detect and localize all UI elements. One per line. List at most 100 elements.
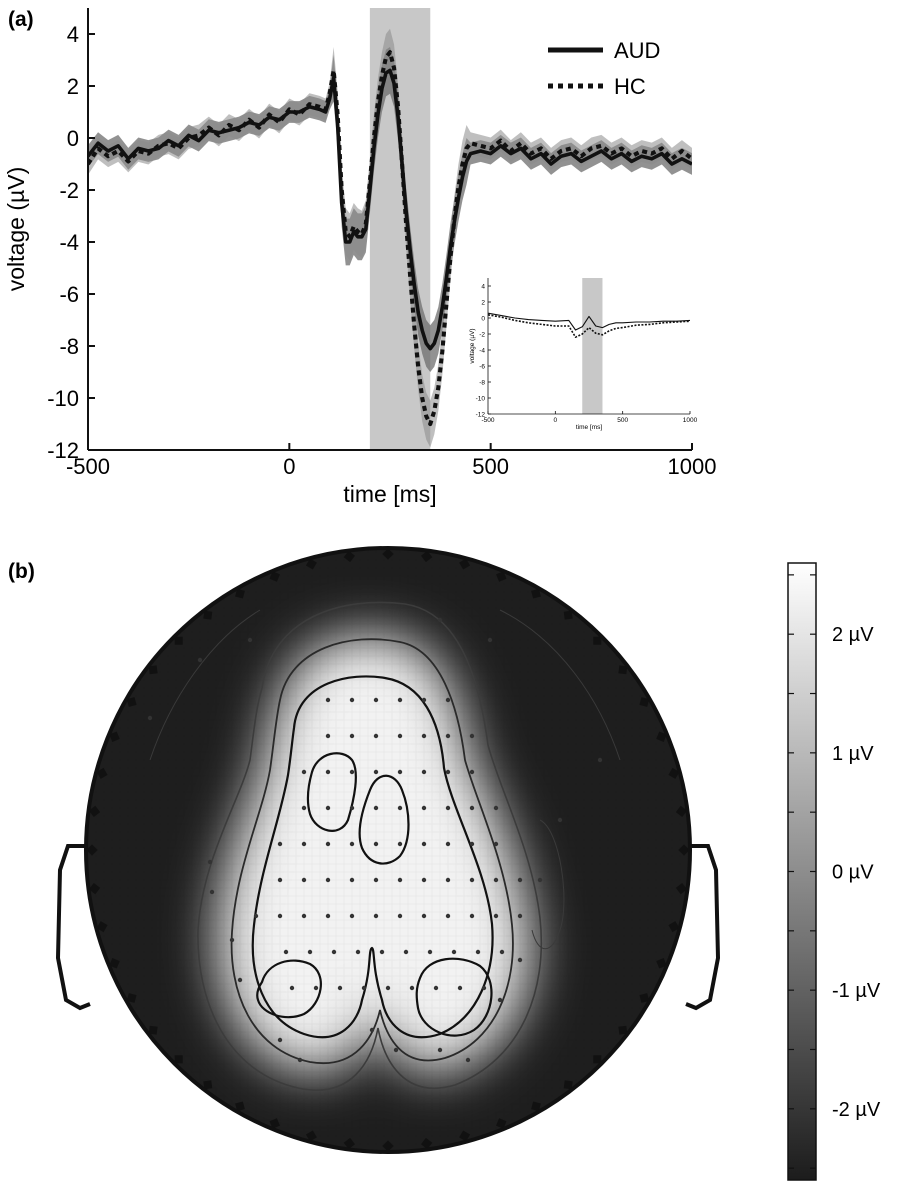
y-axis-label: voltage (µV) [3, 167, 29, 291]
electrode-dot [373, 913, 379, 919]
electrode-dot [325, 877, 331, 883]
electrode-dot [445, 877, 451, 883]
electrode-dot [349, 769, 355, 775]
electrode-dot [349, 697, 355, 703]
head-left-ear [55, 844, 91, 1011]
electrode-dot [301, 913, 307, 919]
tick-labels: -500 0 500 1000 4 2 0 -2 -4 -6 -8 -10 -12 [47, 22, 716, 479]
head-edge-marker [459, 1130, 471, 1142]
electrode-dot [247, 637, 253, 643]
x-tick-label: 1000 [683, 417, 698, 424]
head-edge-marker [235, 1101, 245, 1112]
electrode-dot [397, 733, 403, 739]
electrode-dot [427, 949, 433, 955]
y-tick-label: -10 [476, 396, 486, 403]
electrode-dot [497, 997, 503, 1003]
y-tick-label: 4 [67, 22, 79, 47]
electrode-dot [493, 841, 499, 847]
panel-a-label: (a) [8, 8, 34, 31]
electrode-dot [493, 805, 499, 811]
colorbar-tick-label: -1 µV [832, 980, 881, 1002]
colorbar-tick-label: 1 µV [832, 743, 874, 765]
head-edge-marker [639, 993, 650, 1003]
x-tick-label: -500 [66, 454, 110, 479]
colorbar-tick-label: -2 µV [832, 1099, 881, 1121]
electrode-dot [397, 877, 403, 883]
series-lines [88, 50, 692, 427]
head-edge-marker [459, 558, 471, 570]
electrode-dot [277, 913, 283, 919]
inset-x-axis-label: time [ms] [576, 424, 603, 431]
electrode-dot [289, 985, 295, 991]
head-edge-marker [421, 1137, 433, 1150]
electrode-dot [301, 841, 307, 847]
head-edge-marker [656, 731, 667, 742]
electrode-dot [379, 949, 385, 955]
head-edge-marker [343, 550, 355, 563]
electrode-dot [597, 757, 603, 763]
inset-series-lines [487, 312, 690, 339]
head-edge-marker [618, 1025, 628, 1035]
electrode-dot [445, 733, 451, 739]
electrode-dot [337, 985, 343, 991]
head-edge-marker [148, 1025, 158, 1035]
x-tick-label: 500 [617, 417, 628, 424]
legend: AUD HC [548, 38, 660, 99]
electrode-dot [325, 769, 331, 775]
head-edge-marker [203, 1080, 213, 1090]
head-edge-marker [305, 1130, 317, 1142]
electrode-markers [147, 617, 603, 1063]
electrode-dot [393, 1047, 399, 1053]
colorbar-tick-label: 2 µV [832, 624, 874, 646]
error-band-hc [88, 28, 692, 448]
x-tick-label: 0 [554, 417, 558, 424]
electrode-dot [355, 949, 361, 955]
electrode-dot [421, 697, 427, 703]
electrode-dot [465, 1057, 471, 1063]
head-edge-marker [88, 883, 101, 895]
head-edge-marker [88, 805, 101, 817]
electrode-dot [403, 949, 409, 955]
head-edge-marker [269, 1118, 280, 1129]
electrode-dot [325, 841, 331, 847]
electrode-dot [493, 877, 499, 883]
electrode-dot [313, 985, 319, 991]
head-edge-marker [675, 883, 688, 895]
inset-axes [487, 278, 691, 415]
electrode-dot [537, 877, 543, 883]
electrode-dot [397, 697, 403, 703]
electrode-dot [373, 697, 379, 703]
electrode-dot [409, 985, 415, 991]
head-edge-marker [496, 571, 507, 582]
head-edge-marker [675, 805, 688, 817]
electrode-dot [283, 949, 289, 955]
electrode-dot [325, 805, 331, 811]
electrode-dot [445, 841, 451, 847]
x-tick-label: 1000 [668, 454, 717, 479]
y-tick-label: -10 [47, 386, 79, 411]
electrode-dot [237, 977, 243, 983]
head-edge-marker [639, 697, 650, 707]
electrode-dot [469, 913, 475, 919]
electrode-dot [445, 697, 451, 703]
head-edge-marker [563, 610, 573, 620]
y-tick-label: -4 [479, 348, 485, 355]
colorbar: 2 µV 1 µV 0 µV -1 µV -2 µV [787, 562, 881, 1181]
panel-b-label: (b) [8, 560, 35, 583]
electrode-dot [469, 841, 475, 847]
head-edge-marker [174, 636, 183, 645]
series-line-solid [487, 312, 690, 331]
electrode-dot [421, 877, 427, 883]
series-line-hc [88, 50, 692, 427]
electrode-dot [277, 841, 283, 847]
x-tick-label: -500 [481, 417, 494, 424]
electrode-dot [493, 913, 499, 919]
head-outline [84, 546, 692, 1154]
y-tick-label: 2 [481, 300, 485, 307]
y-tick-label: -6 [59, 282, 79, 307]
y-tick-label: -12 [476, 412, 486, 419]
inset-tick-labels: -500 0 500 1000 4 2 0 -2 -4 -6 -8 -10 -12 [476, 284, 698, 425]
electrode-dot [349, 841, 355, 847]
